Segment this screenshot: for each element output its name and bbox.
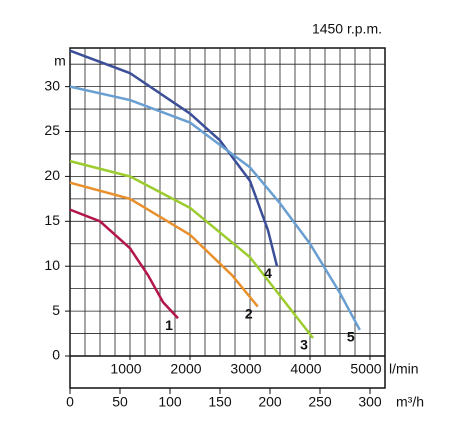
x-tick-label: 2000 [170,361,201,377]
chart-title: 1450 r.p.m. [312,21,382,37]
x2-tick-label: 150 [208,394,232,410]
y-tick-label: 5 [52,302,60,318]
curve-label: 3 [300,337,308,353]
x2-tick-label: 0 [66,394,74,410]
curve [69,208,179,320]
x-tick-label: 4000 [290,361,321,377]
x2-axis-label: m³/h [396,394,424,410]
y-tick-label: 15 [44,212,60,228]
curve [69,181,259,308]
y-tick-label: 20 [44,167,60,183]
curve-label: 2 [245,305,253,321]
y-axis-label: m [54,53,66,69]
curve-label: 5 [347,329,355,345]
x2-tick-label: 200 [258,394,282,410]
x2-tick-label: 50 [112,394,128,410]
x-tick-label: 1000 [110,361,141,377]
x2-tick-label: 300 [358,394,382,410]
plot-frame [69,47,386,389]
x2-tick-label: 250 [308,394,332,410]
y-tick-label: 25 [44,122,60,138]
y-tick-label: 0 [52,347,60,363]
curve [69,159,314,339]
y-tick-label: 30 [44,77,60,93]
x-tick-label: 3000 [230,361,261,377]
x2-tick-label: 100 [158,394,182,410]
curve [69,49,279,267]
x-tick-label: 5000 [350,361,381,377]
curve-label: 1 [165,317,173,333]
x-axis-label: l/min [389,361,419,377]
y-tick-label: 10 [44,257,60,273]
curve-label: 4 [264,265,272,281]
curve [69,85,361,331]
